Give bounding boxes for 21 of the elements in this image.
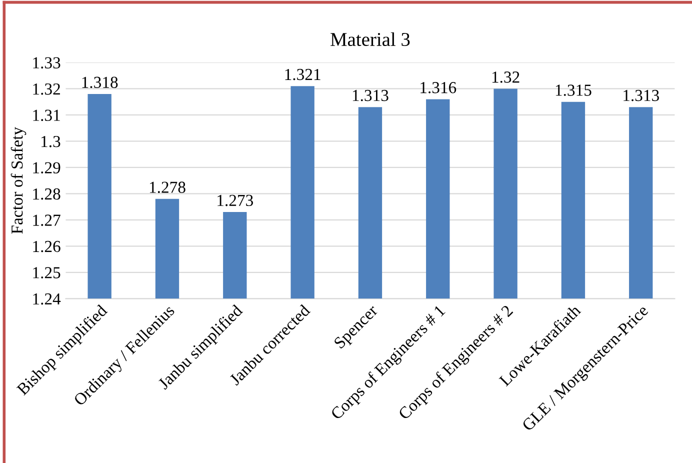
data-label: 1.313 bbox=[624, 90, 659, 102]
y-tick-label: 1.33 bbox=[33, 57, 60, 69]
y-tick-label: 1.29 bbox=[33, 162, 60, 174]
y-tick-label: 1.32 bbox=[33, 83, 60, 95]
y-tick-label: 1.25 bbox=[33, 267, 60, 278]
data-label: 1.318 bbox=[82, 76, 118, 88]
y-axis-title: Factor of Safety bbox=[10, 126, 26, 234]
y-tick-label: 1.24 bbox=[33, 293, 61, 305]
data-label: 1.315 bbox=[556, 84, 592, 96]
data-label: 1.32 bbox=[492, 72, 520, 83]
y-tick-label: 1.27 bbox=[33, 214, 60, 226]
y-tick-label: 1.3 bbox=[42, 136, 60, 148]
data-label: 1.273 bbox=[218, 194, 253, 206]
data-label: 1.321 bbox=[285, 68, 320, 80]
y-tick-label: 1.26 bbox=[33, 240, 60, 252]
data-label: 1.278 bbox=[150, 182, 186, 193]
data-label: 1.316 bbox=[420, 82, 456, 94]
chart-title: Material 3 bbox=[330, 32, 410, 46]
y-tick-label: 1.28 bbox=[33, 188, 60, 200]
data-label: 1.313 bbox=[352, 90, 388, 102]
y-tick-label: 1.31 bbox=[33, 110, 60, 121]
